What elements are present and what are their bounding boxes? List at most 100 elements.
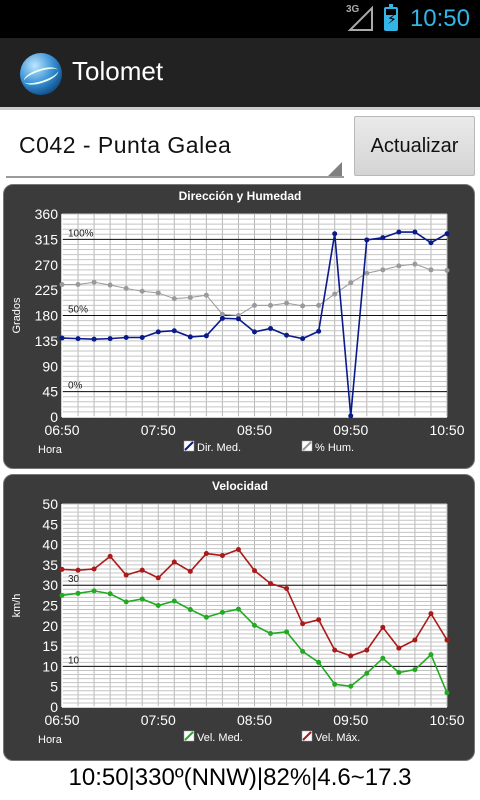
data-point bbox=[156, 290, 161, 295]
y-tick-label: 225 bbox=[35, 282, 59, 298]
data-point bbox=[300, 336, 305, 341]
y-tick-label: 30 bbox=[42, 577, 58, 593]
battery-icon: ⚡ bbox=[384, 7, 398, 31]
y-tick-label: 40 bbox=[42, 537, 58, 553]
data-point bbox=[412, 230, 417, 235]
data-point bbox=[252, 329, 257, 334]
data-point bbox=[236, 607, 241, 612]
data-point bbox=[204, 551, 209, 556]
data-point bbox=[220, 553, 225, 558]
data-point bbox=[76, 336, 81, 341]
spinner-dropdown-icon bbox=[328, 162, 342, 176]
data-point bbox=[108, 336, 113, 341]
y-tick-label: 270 bbox=[35, 257, 59, 273]
data-point bbox=[396, 230, 401, 235]
data-point bbox=[364, 237, 369, 242]
data-point bbox=[124, 599, 129, 604]
station-selected-value: C042 - Punta Galea bbox=[19, 132, 231, 159]
data-point bbox=[188, 607, 193, 612]
data-point bbox=[348, 653, 353, 658]
data-point bbox=[220, 610, 225, 615]
data-point bbox=[76, 568, 81, 573]
reference-line-label: 100% bbox=[68, 228, 94, 239]
data-point bbox=[124, 286, 129, 291]
data-point bbox=[108, 283, 113, 288]
data-point bbox=[172, 296, 177, 301]
data-point bbox=[188, 334, 193, 339]
speed-chart-panel: Velocidad 50 45 40 35 30 25 20 15 10 5 0 06:50 07:50 0… bbox=[3, 474, 475, 761]
data-point bbox=[92, 280, 97, 285]
spinner-underline bbox=[6, 176, 344, 178]
x-tick-label: 10:50 bbox=[429, 422, 464, 438]
data-point bbox=[204, 293, 209, 298]
data-point bbox=[445, 268, 450, 273]
data-point bbox=[140, 568, 145, 573]
y-tick-label: 135 bbox=[35, 333, 59, 349]
data-point bbox=[156, 603, 161, 608]
data-point bbox=[188, 569, 193, 574]
x-tick-label: 08:50 bbox=[237, 422, 272, 438]
y-tick-label: 315 bbox=[35, 231, 59, 247]
data-point bbox=[300, 621, 305, 626]
data-point bbox=[332, 682, 337, 687]
data-point bbox=[124, 573, 129, 578]
data-point bbox=[428, 652, 433, 657]
x-tick-label: 09:50 bbox=[333, 422, 368, 438]
data-point bbox=[284, 333, 289, 338]
clock: 10:50 bbox=[410, 5, 470, 33]
data-point bbox=[445, 638, 450, 643]
data-point bbox=[124, 335, 129, 340]
data-point bbox=[236, 316, 241, 321]
direction-humidity-chart-panel: Dirección y Humedad 360 315 270 225 180 135 90 4… bbox=[3, 184, 475, 469]
data-point bbox=[140, 597, 145, 602]
legend-label: Vel. Med. bbox=[197, 732, 243, 744]
action-bar: Tolomet bbox=[0, 38, 480, 110]
x-tick-label: 07:50 bbox=[141, 712, 176, 728]
data-point bbox=[140, 335, 145, 340]
reference-line-label: 0% bbox=[68, 381, 83, 392]
y-axis-label: Grados bbox=[11, 297, 23, 334]
y-tick-label: 25 bbox=[42, 598, 58, 614]
data-point bbox=[252, 568, 257, 573]
data-point bbox=[332, 231, 337, 236]
reference-line-label: 10 bbox=[68, 655, 80, 666]
data-point bbox=[156, 575, 161, 580]
x-tick-label: 09:50 bbox=[333, 712, 368, 728]
data-point bbox=[60, 593, 65, 598]
data-point bbox=[348, 280, 353, 285]
data-point bbox=[316, 329, 321, 334]
chart-title: Dirección y Humedad bbox=[179, 189, 302, 203]
data-point bbox=[396, 263, 401, 268]
data-point bbox=[332, 648, 337, 653]
data-point bbox=[92, 337, 97, 342]
x-tick-label: 08:50 bbox=[237, 712, 272, 728]
y-tick-label: 45 bbox=[42, 516, 58, 532]
refresh-button[interactable]: Actualizar bbox=[354, 116, 475, 176]
station-spinner[interactable]: C042 - Punta Galea bbox=[6, 118, 344, 180]
y-tick-label: 180 bbox=[35, 308, 59, 324]
data-point bbox=[156, 329, 161, 334]
app-logo-icon[interactable] bbox=[20, 53, 62, 95]
legend-label: % Hum. bbox=[315, 442, 354, 454]
data-point bbox=[284, 301, 289, 306]
data-point bbox=[316, 617, 321, 622]
data-point bbox=[60, 282, 65, 287]
y-tick-label: 360 bbox=[35, 206, 59, 222]
data-point bbox=[60, 567, 65, 572]
legend-label: Vel. Máx. bbox=[315, 732, 360, 744]
data-point bbox=[268, 303, 273, 308]
data-point bbox=[348, 684, 353, 689]
data-point bbox=[380, 625, 385, 630]
data-point bbox=[316, 660, 321, 665]
y-tick-label: 15 bbox=[42, 638, 58, 654]
x-axis-label: Hora bbox=[38, 444, 63, 456]
data-point bbox=[380, 656, 385, 661]
x-tick-label: 07:50 bbox=[141, 422, 176, 438]
x-tick-label: 06:50 bbox=[44, 422, 79, 438]
data-point bbox=[332, 292, 337, 297]
data-point bbox=[268, 631, 273, 636]
y-tick-label: 50 bbox=[42, 496, 58, 512]
legend-label: Dir. Med. bbox=[197, 442, 241, 454]
data-point bbox=[284, 629, 289, 634]
